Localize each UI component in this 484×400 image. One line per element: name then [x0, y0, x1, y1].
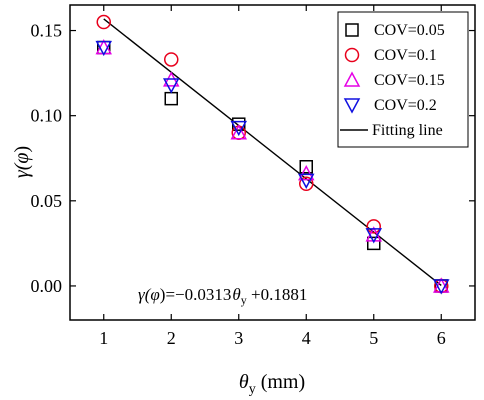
data-point — [95, 38, 113, 55]
x-tick-label: 1 — [99, 328, 108, 348]
legend-label: COV=0.1 — [374, 47, 437, 64]
data-point — [299, 176, 314, 192]
data-point — [366, 219, 381, 234]
legend-label: COV=0.05 — [374, 22, 445, 39]
data-point — [230, 124, 248, 140]
data-point — [164, 52, 179, 67]
x-tick-label: 6 — [437, 328, 446, 348]
data-point — [96, 14, 111, 30]
fit-equation: γ(φ)=−0.0313θy +0.1881 — [138, 285, 307, 307]
legend: COV=0.05 COV=0.1 COV=0.15 COV=0.2 Fitting li… — [337, 11, 469, 148]
legend-box — [337, 11, 469, 148]
y-axis-title: γ(φ) — [11, 146, 33, 178]
data-point — [95, 40, 113, 57]
data-point — [432, 279, 450, 295]
data-point — [299, 160, 313, 174]
x-tick-label: 5 — [369, 328, 378, 348]
x-tick-label: 3 — [234, 328, 243, 348]
y-tick-label: 0.00 — [31, 276, 63, 296]
data-point — [162, 78, 180, 94]
data-point — [365, 228, 383, 244]
data-point — [297, 164, 315, 181]
x-tick-label: 2 — [167, 328, 176, 348]
y-tick-label: 0.10 — [31, 106, 63, 126]
legend-label: COV=0.15 — [374, 72, 445, 89]
data-point — [367, 236, 381, 251]
y-tick-label: 0.05 — [31, 191, 63, 211]
y-tick-label: 0.15 — [31, 21, 63, 41]
plot-frame — [69, 4, 476, 321]
data-point — [297, 173, 315, 189]
data-point — [230, 120, 248, 137]
legend-marker — [345, 23, 359, 37]
x-axis-title: θy (mm) — [239, 371, 305, 397]
legend-marker — [344, 47, 360, 63]
axis-ticks: 1 2 3 4 5 6 0.00 0.05 0.10 0.15 — [31, 5, 475, 348]
legend-marker — [343, 98, 361, 114]
fit-line-group — [103, 18, 442, 286]
fit-line — [103, 18, 442, 286]
legend-marker — [343, 71, 361, 87]
legend-label: Fitting line — [372, 122, 443, 139]
x-tick-label: 4 — [302, 328, 311, 348]
data-points — [95, 14, 450, 295]
data-point — [164, 91, 178, 106]
legend-label: COV=0.2 — [374, 97, 437, 114]
